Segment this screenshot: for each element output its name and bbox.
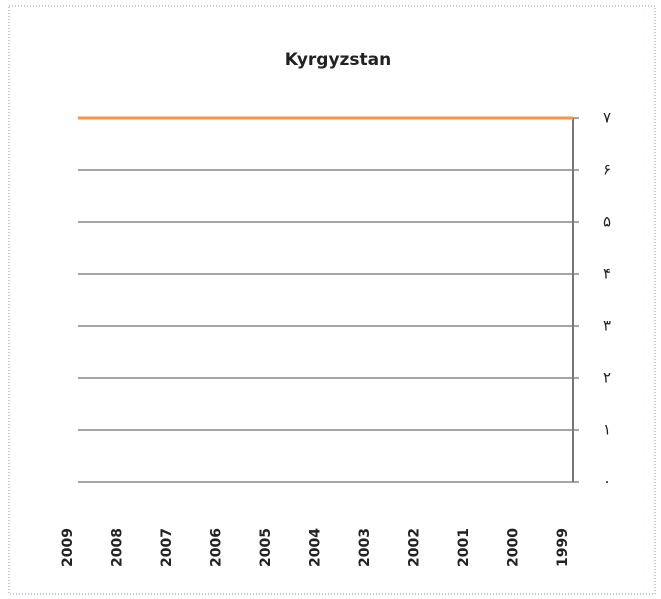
x-tick-label: 2002: [407, 528, 423, 567]
x-tick-label: 2004: [308, 528, 324, 567]
y-tick-label: ۷: [603, 109, 611, 127]
y-tick-label: ۲: [603, 369, 611, 387]
x-tick-label: 2008: [110, 528, 126, 567]
y-tick-label: ۶: [603, 161, 611, 179]
x-tick-label: 2006: [209, 528, 225, 567]
x-tick-label: 2001: [456, 528, 472, 567]
y-tick-label: ۰: [603, 473, 611, 491]
x-tick-label: 2005: [258, 528, 274, 567]
x-tick-label: 2000: [506, 528, 522, 567]
x-tick-label: 2003: [357, 528, 373, 567]
x-tick-label: 1999: [555, 528, 571, 567]
chart-frame: [8, 5, 656, 595]
y-tick-label: ۴: [603, 265, 611, 283]
x-tick-label: 2007: [159, 528, 175, 567]
y-tick-label: ۳: [603, 317, 611, 335]
chart-title: Kyrgyzstan: [285, 50, 392, 70]
y-tick-label: ۱: [603, 421, 611, 439]
x-tick-label: 2009: [60, 528, 76, 567]
y-tick-label: ۵: [603, 213, 611, 231]
